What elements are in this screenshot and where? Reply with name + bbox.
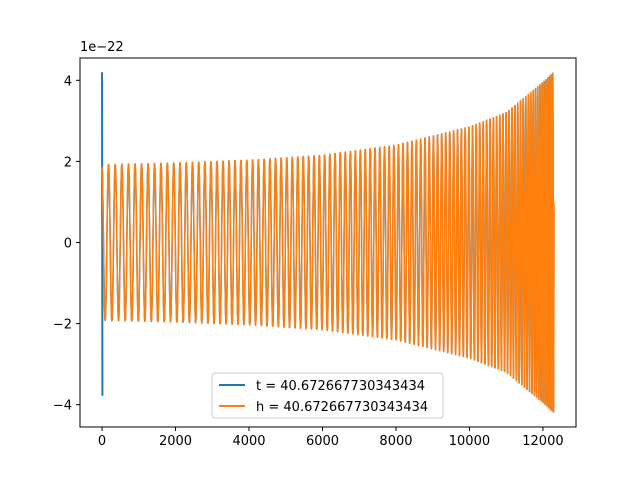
y-tick-label: 0 — [64, 237, 72, 252]
series-layer — [101, 72, 555, 413]
series-line-h — [101, 72, 555, 413]
x-tick-label: 2000 — [159, 434, 192, 449]
legend: t = 40.672667730343434 h = 40.6726677303… — [211, 372, 444, 419]
y-offset-label: 1e−22 — [80, 40, 124, 55]
x-tick-label: 10000 — [449, 434, 490, 449]
legend-label-t: t = 40.672667730343434 — [256, 379, 425, 394]
y-tick-label: −4 — [53, 399, 72, 414]
x-axis-ticks: 0 2000 4000 6000 8000 10000 12000 — [98, 427, 564, 449]
x-tick-label: 8000 — [379, 434, 412, 449]
x-tick-label: 6000 — [306, 434, 339, 449]
y-tick-label: 2 — [64, 155, 72, 170]
y-tick-label: −2 — [53, 318, 72, 333]
x-tick-label: 4000 — [232, 434, 265, 449]
y-axis-ticks: −4 −2 0 2 4 — [53, 74, 80, 414]
x-tick-label: 0 — [98, 434, 106, 449]
legend-box — [211, 372, 444, 419]
y-tick-label: 4 — [64, 74, 72, 89]
x-tick-label: 12000 — [522, 434, 563, 449]
legend-label-h: h = 40.672667730343434 — [256, 400, 428, 415]
